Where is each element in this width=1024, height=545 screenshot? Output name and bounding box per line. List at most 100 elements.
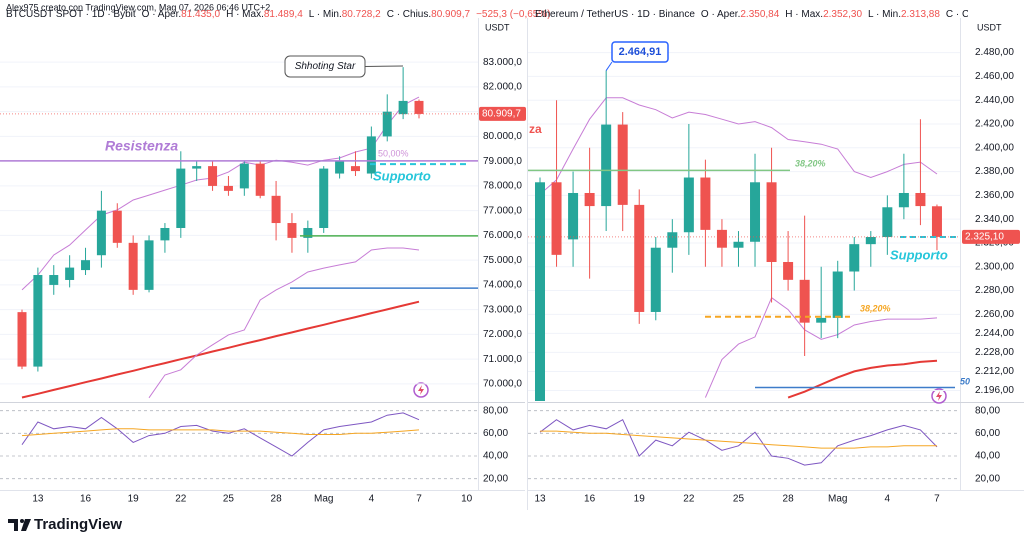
candle-body [398, 100, 408, 115]
candle-body [816, 317, 827, 323]
annotation: Shhoting Star [295, 61, 356, 72]
y-tick-label: 2.360,00 [975, 190, 1014, 201]
alert-icon [931, 388, 947, 404]
rsi-tick-label: 60,00 [975, 428, 1000, 439]
candle-body [750, 182, 761, 242]
candle-body [915, 192, 926, 207]
candle-body [568, 192, 579, 240]
legend-value: 81.435,0 [181, 9, 220, 20]
candle-body [700, 177, 711, 230]
candle-body [650, 247, 661, 312]
x-tick-label: 16 [80, 494, 92, 505]
candle-body [667, 232, 678, 248]
callout-box [611, 41, 669, 63]
rsi-pane [0, 410, 478, 480]
y-tick-label: 2.460,00 [975, 71, 1014, 82]
legend-key: O · Aper. [142, 9, 181, 20]
legend-value: 2.352,30 [823, 9, 862, 20]
candle-body [255, 163, 265, 196]
y-tick-label: 75.000,0 [483, 255, 522, 266]
chart-title: BTCUSDT SPOT · 1D · Bybit [6, 9, 136, 20]
candle-body [849, 244, 860, 272]
legend-key: H · Max. [226, 9, 264, 20]
rsi-line [539, 419, 938, 466]
rsi-tick-label: 40,00 [483, 451, 508, 462]
candle-body [65, 267, 75, 280]
candle-body [49, 275, 59, 285]
rsi-tick-label: 20,00 [975, 473, 1000, 484]
level-label: 50 [960, 376, 970, 386]
y-tick-label: 2.228,00 [975, 347, 1014, 358]
y-tick-label: 2.280,00 [975, 285, 1014, 296]
level-label: 38,20% [795, 158, 826, 168]
alert-icon [413, 382, 429, 398]
y-tick-label: 2.480,00 [975, 47, 1014, 58]
brand: TradingView [34, 516, 122, 533]
rsi-line [540, 430, 937, 449]
legend-value: 2.313,88 [901, 9, 940, 20]
annotation: 50,00% [378, 148, 409, 158]
y-tick-label: 70.000,0 [483, 379, 522, 390]
candle-body [319, 168, 329, 228]
callout-pointer [364, 65, 404, 67]
x-tick-label: 22 [175, 494, 187, 505]
legend-key: C · Chius. [946, 9, 990, 20]
level-label: 38,20% [860, 303, 891, 313]
y-tick-label: 2.196,00 [975, 385, 1014, 396]
rsi-line [21, 412, 420, 457]
x-tick-label: Mag [314, 494, 333, 505]
x-tick-label: 10 [461, 494, 473, 505]
chart-legend: Ethereum / TetherUS · 1D · Binance O · Ap… [535, 9, 1024, 20]
legend-key: O · Aper. [701, 9, 740, 20]
rsi-pane [528, 410, 960, 480]
last-price-label: 2.325,10 [965, 232, 1004, 243]
candle-body [882, 207, 893, 238]
candle-body [799, 279, 810, 323]
candle-body [239, 163, 249, 189]
candle-body [144, 240, 154, 290]
candle-body [535, 182, 545, 401]
candle-body [208, 166, 218, 186]
legend-key: C · Chius. [387, 9, 431, 20]
y-tick-label: 77.000,0 [483, 205, 522, 216]
rsi-tick-label: 20,00 [483, 473, 508, 484]
legend-key: H · Max. [785, 9, 823, 20]
candle-body [223, 185, 233, 191]
candle-body [865, 237, 876, 245]
brand-logo [8, 519, 31, 531]
price-pane [0, 61, 478, 399]
chart-legend: BTCUSDT SPOT · 1D · Bybit O · Aper.81.435… [6, 9, 551, 20]
legend-value: 80.909,7 [431, 9, 470, 20]
y-tick-label: 72.000,0 [483, 329, 522, 340]
legend-value: 80.728,2 [342, 9, 381, 20]
candle-body [287, 223, 297, 238]
candle-body [601, 124, 612, 207]
level-label: Resistenza [105, 138, 178, 154]
legend-value: 81.489,4 [264, 9, 303, 20]
candle-body [832, 271, 843, 318]
last-price-box [962, 229, 1020, 244]
candle-body [783, 261, 794, 280]
overlay-line [704, 296, 938, 398]
candle-body [81, 260, 91, 271]
x-tick-label: Mag [828, 494, 847, 505]
candle-body [382, 111, 392, 137]
rsi-tick-label: 60,00 [483, 428, 508, 439]
candle-body [733, 241, 744, 248]
y-tick-label: 2.300,00 [975, 261, 1014, 272]
x-tick-label: 7 [934, 494, 940, 505]
candle-body [898, 192, 909, 208]
rsi-tick-label: 40,00 [975, 451, 1000, 462]
y-tick-label: 2.420,00 [975, 119, 1014, 130]
price-pane [528, 52, 960, 401]
y-tick-label: 2.244,00 [975, 328, 1014, 339]
x-tick-label: 25 [733, 494, 745, 505]
candle-body [931, 206, 942, 237]
x-tick-label: 13 [534, 494, 546, 505]
overlay-line [148, 247, 420, 399]
y-tick-label: 73.000,0 [483, 304, 522, 315]
candle-body [584, 192, 595, 207]
candle-body [160, 227, 170, 241]
candle-body [683, 177, 694, 233]
